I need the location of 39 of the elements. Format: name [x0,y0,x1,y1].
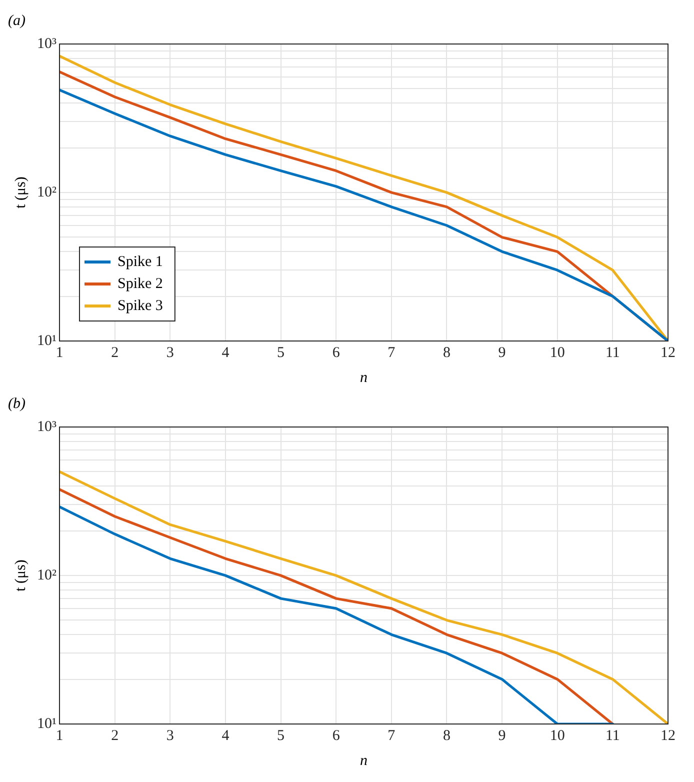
x-tick-label: 2 [111,344,119,361]
y-tick-label: 10¹ [36,716,56,732]
x-tick-label: 6 [332,344,340,361]
legend-label: Spike 3 [117,298,163,314]
x-tick-label: 8 [442,344,450,361]
x-tick-label: 4 [222,728,230,744]
chart-title: (a) [8,12,26,29]
x-tick-label: 11 [605,344,620,361]
y-tick-label: 10³ [36,418,57,435]
x-tick-label: 9 [498,728,506,744]
y-axis-title: t (μs) [12,560,29,592]
x-tick-label: 7 [388,344,396,361]
x-tick-label: 4 [222,344,230,361]
x-tick-label: 2 [111,728,119,744]
y-tick-label: 10² [36,567,57,584]
y-axis-title: t (μs) [12,176,29,208]
x-tick-label: 7 [388,728,396,744]
x-tick-label: 8 [442,728,450,744]
x-tick-label: 1 [56,344,64,361]
x-tick-label: 1 [56,728,64,744]
x-axis-title: n [360,370,368,386]
x-tick-label: 6 [332,728,340,744]
chart-title: (b) [8,396,26,412]
x-tick-label: 5 [277,344,285,361]
y-tick-label: 10¹ [36,332,56,349]
x-tick-label: 12 [660,728,676,744]
x-tick-label: 12 [660,344,676,361]
x-axis-title: n [360,752,368,769]
x-tick-label: 5 [277,728,285,744]
x-tick-label: 3 [166,344,174,361]
legend-label: Spike 2 [117,276,163,292]
x-tick-label: 10 [550,344,565,361]
x-tick-label: 10 [550,728,565,744]
y-tick-label: 10² [36,184,57,200]
x-tick-label: 9 [498,344,506,361]
y-tick-label: 10³ [36,36,57,52]
legend-label: Spike 1 [117,254,163,270]
x-tick-label: 3 [166,728,174,744]
x-tick-label: 11 [605,728,620,744]
